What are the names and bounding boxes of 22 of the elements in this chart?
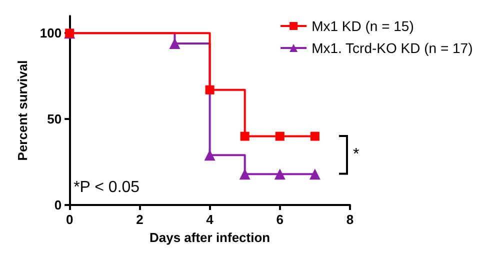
point: [275, 132, 284, 141]
x-tick-label: 2: [136, 212, 144, 227]
point: [310, 132, 320, 141]
point: [309, 168, 320, 180]
point: [240, 132, 250, 141]
x-tick-label: 6: [276, 212, 284, 227]
point: [204, 150, 216, 161]
legend-label: Mx1. Tcrd-KO KD (n = 17): [312, 40, 473, 56]
point: [205, 85, 214, 94]
text: *: [352, 146, 360, 164]
y-tick-label: 100: [40, 26, 62, 41]
annotation: *P < 0.05: [74, 179, 140, 197]
y-tick-label: 0: [54, 198, 62, 212]
x-tick-label: 0: [66, 212, 74, 227]
point: [239, 168, 250, 180]
x-tick-label: 4: [206, 212, 214, 227]
y-tick-label: 50: [47, 112, 62, 127]
x-tick-label: 8: [346, 212, 354, 227]
y-axis-title: Percent survival: [15, 60, 30, 161]
legend-label: Mx1 KD (n = 15): [312, 18, 414, 34]
point: [274, 168, 286, 180]
x-axis-title: Days after infection: [149, 230, 270, 245]
